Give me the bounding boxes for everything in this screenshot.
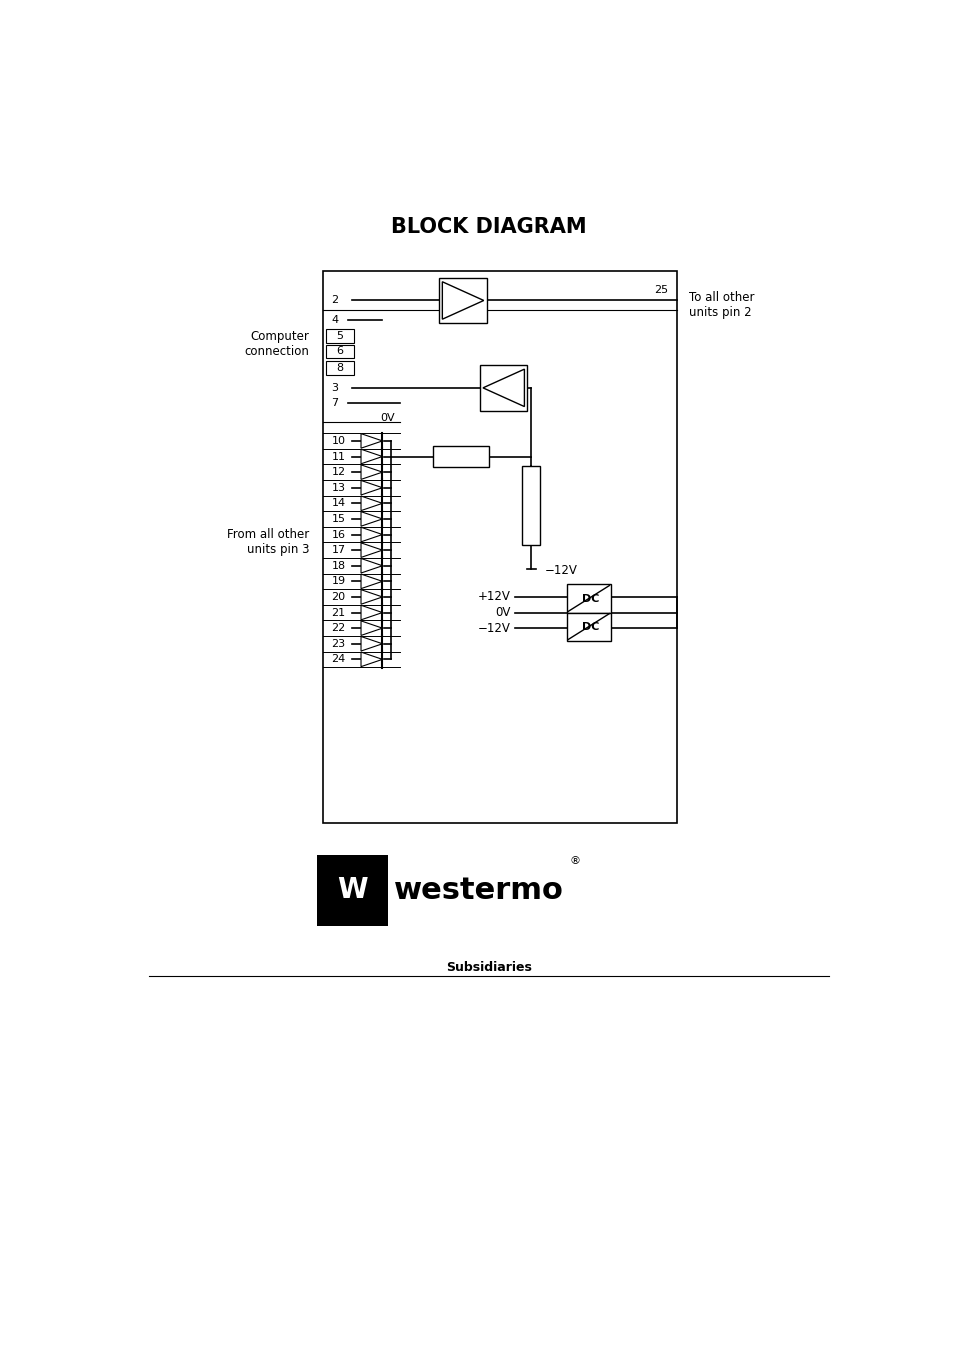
Text: westermo: westermo: [394, 875, 563, 905]
Text: BLOCK DIAGRAM: BLOCK DIAGRAM: [391, 216, 586, 236]
Bar: [566, 612, 610, 640]
Text: 7: 7: [331, 399, 338, 408]
Text: 3: 3: [331, 382, 338, 393]
Polygon shape: [360, 543, 382, 558]
Text: 25: 25: [654, 285, 668, 296]
Text: +12V: +12V: [477, 590, 511, 604]
Polygon shape: [360, 574, 382, 589]
Text: DC: DC: [581, 621, 598, 632]
Text: Computer
connection: Computer connection: [244, 330, 309, 358]
Text: 2: 2: [331, 296, 338, 305]
Text: 0V: 0V: [380, 413, 395, 423]
Polygon shape: [360, 465, 382, 480]
Bar: [325, 361, 354, 374]
Text: 19: 19: [331, 577, 345, 586]
Polygon shape: [360, 527, 382, 542]
Text: 17: 17: [331, 546, 345, 555]
Text: 0V: 0V: [496, 607, 511, 619]
Polygon shape: [360, 496, 382, 511]
Bar: [325, 330, 354, 343]
Bar: [325, 345, 354, 358]
Text: DC: DC: [581, 593, 598, 604]
Polygon shape: [360, 636, 382, 651]
Text: 13: 13: [331, 482, 345, 493]
Polygon shape: [360, 481, 382, 494]
Text: 4: 4: [331, 315, 338, 326]
Text: 16: 16: [331, 530, 345, 539]
Text: 12: 12: [331, 467, 345, 477]
Bar: [521, 466, 539, 546]
Text: 5: 5: [335, 331, 343, 340]
Text: W: W: [336, 877, 368, 904]
Text: 8: 8: [335, 363, 343, 373]
Text: ®: ®: [569, 857, 579, 866]
Text: 11: 11: [331, 451, 345, 462]
Polygon shape: [442, 282, 483, 319]
Text: −12V: −12V: [544, 563, 577, 577]
Bar: [317, 855, 387, 925]
Text: 15: 15: [331, 513, 345, 524]
Text: To all other
units pin 2: To all other units pin 2: [688, 290, 753, 319]
Polygon shape: [360, 558, 382, 573]
Text: −12V: −12V: [477, 621, 511, 635]
Text: 22: 22: [331, 623, 345, 634]
Text: 18: 18: [331, 561, 345, 570]
Text: 23: 23: [331, 639, 345, 648]
Text: 6: 6: [335, 346, 343, 357]
Polygon shape: [482, 369, 524, 407]
Text: 21: 21: [331, 608, 345, 617]
Polygon shape: [360, 512, 382, 526]
Polygon shape: [360, 589, 382, 604]
Polygon shape: [360, 621, 382, 635]
Polygon shape: [360, 434, 382, 449]
Bar: [439, 277, 486, 323]
Bar: [566, 585, 610, 612]
Polygon shape: [360, 653, 382, 666]
Polygon shape: [360, 450, 382, 463]
Bar: [479, 365, 527, 411]
Text: 20: 20: [331, 592, 345, 603]
Polygon shape: [360, 605, 382, 620]
Bar: [322, 272, 677, 823]
Text: 14: 14: [331, 499, 345, 508]
Text: Subsidiaries: Subsidiaries: [445, 961, 532, 974]
Text: 24: 24: [331, 654, 345, 665]
Text: From all other
units pin 3: From all other units pin 3: [227, 528, 309, 557]
Text: 10: 10: [331, 436, 345, 446]
Bar: [433, 446, 488, 467]
